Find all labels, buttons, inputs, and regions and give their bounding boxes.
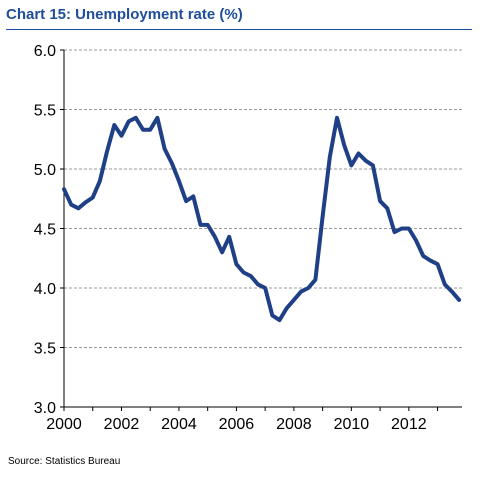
unemployment-rate-line [62, 115, 462, 323]
y-tick-label: 6.0 [34, 43, 56, 60]
grid-lines [64, 49, 462, 348]
y-tick-label: 3.5 [34, 341, 56, 358]
axes [60, 49, 462, 411]
x-tick-label: 2006 [219, 416, 255, 433]
y-tick-label: 5.5 [34, 103, 56, 120]
x-tick-label: 2000 [46, 416, 82, 433]
series-layer [62, 115, 462, 323]
chart-title: Chart 15: Unemployment rate (%) [6, 6, 243, 23]
x-tick-label: 2004 [161, 416, 197, 433]
x-tick-label: 2002 [104, 416, 140, 433]
y-tick-label: 5.0 [34, 162, 56, 179]
title-underline [6, 29, 472, 30]
x-tick-label: 2010 [334, 416, 370, 433]
y-tick-label: 3.0 [34, 400, 56, 417]
y-tick-label: 4.5 [34, 222, 56, 239]
y-tick-label: 4.0 [34, 281, 56, 298]
x-tick-labels: 2000 2002 2004 2006 2008 2010 2012 [46, 416, 427, 433]
y-tick-labels: 3.0 3.5 4.0 4.5 5.0 5.5 6.0 [34, 43, 56, 417]
x-tick-label: 2012 [391, 416, 427, 433]
source-note: Source: Statistics Bureau [8, 456, 121, 467]
x-tick-label: 2008 [276, 416, 312, 433]
